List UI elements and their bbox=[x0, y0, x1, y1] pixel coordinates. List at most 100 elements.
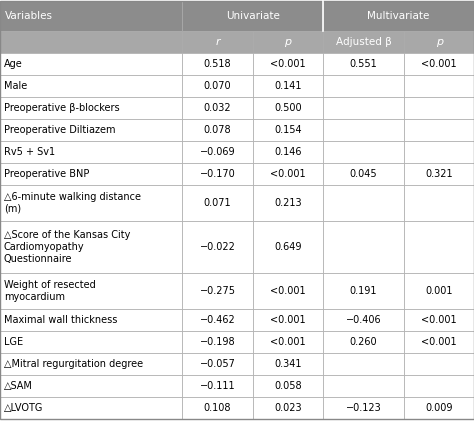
Text: Rv5 + Sv1: Rv5 + Sv1 bbox=[4, 147, 55, 157]
Text: △Mitral regurgitation degree: △Mitral regurgitation degree bbox=[4, 359, 143, 369]
Bar bbox=[323, 185, 404, 221]
Text: △Score of the Kansas City
Cardiomyopathy
Questionnaire: △Score of the Kansas City Cardiomyopathy… bbox=[4, 230, 130, 264]
Bar bbox=[404, 331, 474, 353]
Bar bbox=[323, 375, 404, 397]
Bar bbox=[253, 141, 323, 163]
Text: 0.260: 0.260 bbox=[350, 337, 377, 347]
Text: Preoperative β-blockers: Preoperative β-blockers bbox=[4, 103, 119, 113]
Text: p: p bbox=[436, 37, 443, 47]
Text: <0.001: <0.001 bbox=[270, 337, 306, 347]
Text: −0.275: −0.275 bbox=[200, 286, 236, 296]
Text: 0.071: 0.071 bbox=[204, 198, 231, 208]
Text: 0.518: 0.518 bbox=[204, 59, 231, 69]
Bar bbox=[404, 53, 474, 75]
Bar bbox=[253, 75, 323, 97]
Text: 0.108: 0.108 bbox=[204, 403, 231, 413]
Bar bbox=[0, 375, 182, 397]
Bar bbox=[0, 309, 182, 331]
Text: <0.001: <0.001 bbox=[421, 59, 457, 69]
Text: <0.001: <0.001 bbox=[270, 59, 306, 69]
Bar bbox=[182, 1, 323, 31]
Bar bbox=[323, 331, 404, 353]
Bar bbox=[404, 397, 474, 419]
Bar bbox=[323, 75, 404, 97]
Bar bbox=[0, 53, 182, 75]
Text: <0.001: <0.001 bbox=[270, 169, 306, 179]
Bar bbox=[182, 119, 253, 141]
Text: 0.078: 0.078 bbox=[204, 125, 231, 135]
Bar bbox=[253, 163, 323, 185]
Text: −0.057: −0.057 bbox=[200, 359, 236, 369]
Bar bbox=[253, 119, 323, 141]
Text: p: p bbox=[284, 37, 292, 47]
Bar bbox=[182, 273, 253, 309]
Bar bbox=[253, 221, 323, 273]
Bar bbox=[182, 53, 253, 75]
Bar bbox=[182, 397, 253, 419]
Bar bbox=[0, 119, 182, 141]
Bar bbox=[323, 31, 404, 53]
Text: 0.154: 0.154 bbox=[274, 125, 301, 135]
Text: 0.001: 0.001 bbox=[425, 286, 453, 296]
Bar bbox=[0, 397, 182, 419]
Bar bbox=[253, 273, 323, 309]
Text: 0.009: 0.009 bbox=[425, 403, 453, 413]
Text: −0.022: −0.022 bbox=[200, 242, 236, 252]
Bar bbox=[0, 31, 182, 53]
Text: △LVOTG: △LVOTG bbox=[4, 403, 44, 413]
Bar bbox=[253, 375, 323, 397]
Bar bbox=[404, 273, 474, 309]
Bar bbox=[182, 353, 253, 375]
Bar bbox=[253, 353, 323, 375]
Bar bbox=[253, 31, 323, 53]
Text: Weight of resected
myocardium: Weight of resected myocardium bbox=[4, 280, 96, 302]
Bar bbox=[182, 75, 253, 97]
Bar bbox=[182, 141, 253, 163]
Bar bbox=[323, 119, 404, 141]
Bar bbox=[404, 75, 474, 97]
Text: 0.551: 0.551 bbox=[350, 59, 377, 69]
Text: −0.170: −0.170 bbox=[200, 169, 236, 179]
Text: LGE: LGE bbox=[4, 337, 23, 347]
Bar bbox=[323, 1, 474, 31]
Bar bbox=[323, 141, 404, 163]
Bar bbox=[404, 119, 474, 141]
Text: 0.032: 0.032 bbox=[204, 103, 231, 113]
Text: 0.649: 0.649 bbox=[274, 242, 301, 252]
Text: 0.500: 0.500 bbox=[274, 103, 301, 113]
Text: −0.123: −0.123 bbox=[346, 403, 382, 413]
Bar bbox=[253, 331, 323, 353]
Bar bbox=[404, 141, 474, 163]
Bar bbox=[323, 221, 404, 273]
Text: −0.462: −0.462 bbox=[200, 315, 236, 325]
Bar bbox=[0, 141, 182, 163]
Text: Maximal wall thickness: Maximal wall thickness bbox=[4, 315, 118, 325]
Bar bbox=[182, 221, 253, 273]
Text: 0.023: 0.023 bbox=[274, 403, 301, 413]
Bar bbox=[0, 331, 182, 353]
Bar bbox=[404, 185, 474, 221]
Text: <0.001: <0.001 bbox=[270, 315, 306, 325]
Text: −0.069: −0.069 bbox=[200, 147, 236, 157]
Text: <0.001: <0.001 bbox=[421, 337, 457, 347]
Text: 0.058: 0.058 bbox=[274, 381, 301, 391]
Text: △SAM: △SAM bbox=[4, 381, 33, 391]
Text: 0.045: 0.045 bbox=[350, 169, 377, 179]
Bar bbox=[404, 31, 474, 53]
Bar bbox=[404, 163, 474, 185]
Text: 0.070: 0.070 bbox=[204, 81, 231, 91]
Text: −0.198: −0.198 bbox=[200, 337, 236, 347]
Text: <0.001: <0.001 bbox=[270, 286, 306, 296]
Bar bbox=[0, 75, 182, 97]
Text: 0.321: 0.321 bbox=[425, 169, 453, 179]
Text: Multivariate: Multivariate bbox=[367, 11, 429, 21]
Bar bbox=[323, 53, 404, 75]
Bar bbox=[404, 309, 474, 331]
Bar bbox=[0, 1, 182, 31]
Text: −0.406: −0.406 bbox=[346, 315, 382, 325]
Bar bbox=[182, 31, 253, 53]
Text: Preoperative BNP: Preoperative BNP bbox=[4, 169, 90, 179]
Bar bbox=[182, 97, 253, 119]
Bar bbox=[404, 97, 474, 119]
Bar bbox=[182, 185, 253, 221]
